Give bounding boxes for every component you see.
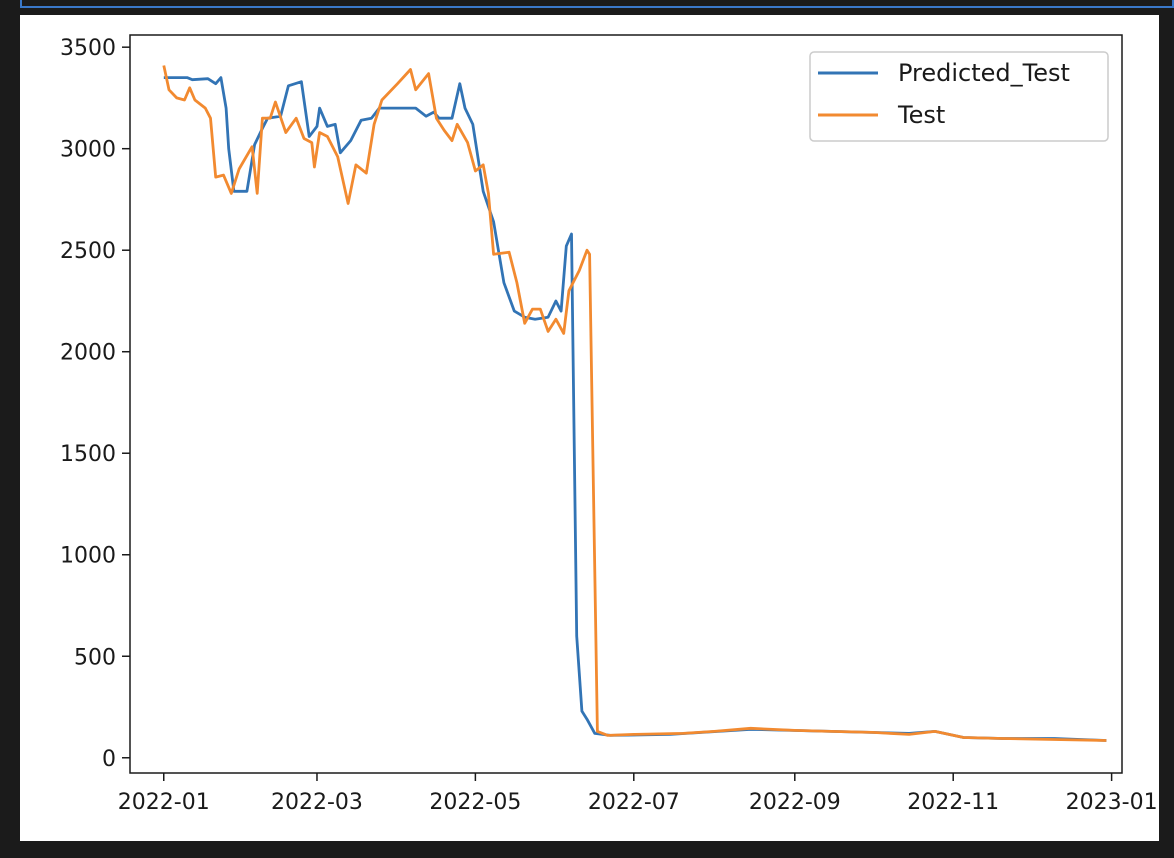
series-layer xyxy=(162,65,1107,742)
x-tick-label: 2022-09 xyxy=(749,790,841,815)
series-line-predicted-test xyxy=(163,76,1107,742)
y-tick-label: 3500 xyxy=(60,36,116,61)
x-tick-label: 2022-03 xyxy=(271,790,363,815)
y-axis: 0 500 1000 1500 2000 2500 3000 3500 xyxy=(60,36,130,772)
legend-label-predicted-test: Predicted_Test xyxy=(898,59,1070,87)
legend-box xyxy=(809,51,1109,142)
y-tick-label: 500 xyxy=(74,645,116,670)
x-axis: 2022-01 2022-03 2022-05 2022-07 2022-09 2022-… xyxy=(118,773,1158,815)
axes-frame xyxy=(129,34,1123,774)
figure-canvas: 2022-01 2022-03 2022-05 2022-07 2022-09 2022-… xyxy=(20,15,1159,841)
y-tick-label: 1500 xyxy=(60,442,116,467)
x-tick-label: 2022-07 xyxy=(588,790,680,815)
series-line-test xyxy=(162,65,1107,742)
legend: Predicted_Test Test xyxy=(809,51,1109,142)
y-tick-label: 3000 xyxy=(60,138,116,163)
y-tick-label: 2000 xyxy=(60,341,116,366)
x-tick-label: 2022-05 xyxy=(429,790,521,815)
y-tick-label: 1000 xyxy=(60,544,116,569)
window-top-border xyxy=(20,0,1174,8)
line-chart: 2022-01 2022-03 2022-05 2022-07 2022-09 2022-… xyxy=(60,34,1158,815)
y-tick-label: 2500 xyxy=(60,239,116,264)
x-tick-label: 2023-01 xyxy=(1066,790,1158,815)
y-tick-label: 0 xyxy=(102,747,116,772)
x-tick-label: 2022-01 xyxy=(118,790,210,815)
x-tick-label: 2022-11 xyxy=(907,790,999,815)
legend-label-test: Test xyxy=(897,101,945,129)
